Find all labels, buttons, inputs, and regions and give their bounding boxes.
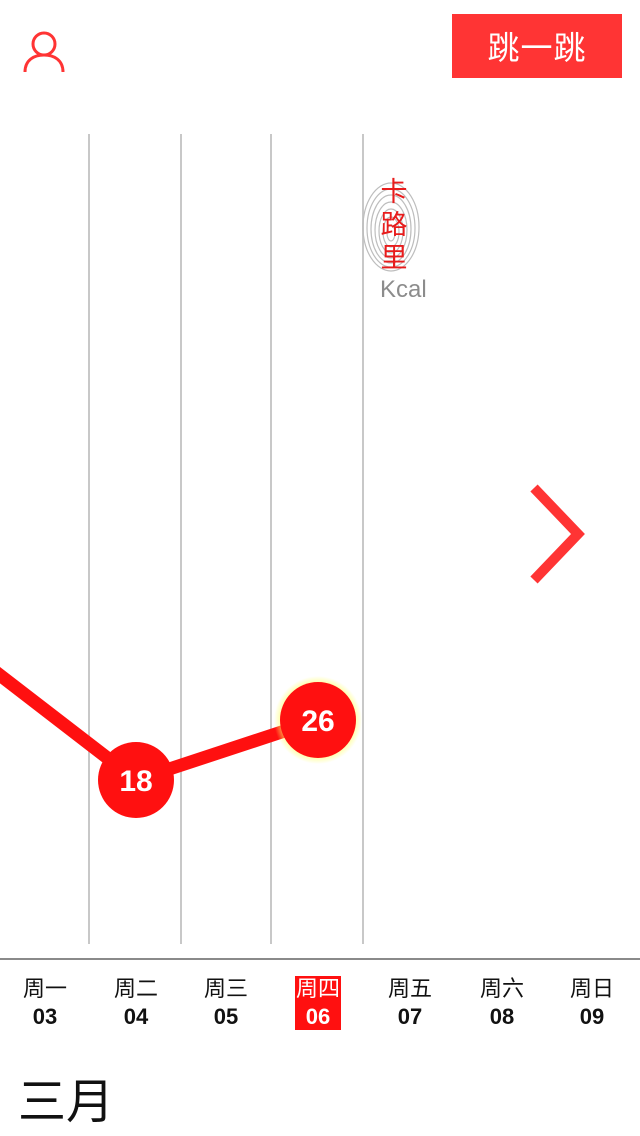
grid-line xyxy=(270,134,272,944)
data-point-label: 18 xyxy=(119,765,152,798)
chevron-right-icon[interactable] xyxy=(520,482,592,586)
day-item-sat[interactable]: 周六 08 xyxy=(472,976,532,1030)
jump-button[interactable]: 跳一跳 xyxy=(452,14,622,78)
day-name: 周一 xyxy=(22,977,67,1002)
fingerprint-icon xyxy=(362,182,420,272)
calorie-label: 卡路里 xyxy=(380,177,408,274)
day-name: 周日 xyxy=(569,977,614,1002)
data-point-label: 26 xyxy=(301,705,334,738)
calorie-stamp: 卡路里 xyxy=(358,172,428,282)
day-name: 周五 xyxy=(387,977,432,1002)
kcal-unit: Kcal xyxy=(380,276,427,303)
grid-line xyxy=(180,134,182,944)
day-name: 周二 xyxy=(113,977,158,1002)
day-name: 周四 xyxy=(295,977,340,1002)
day-item-fri[interactable]: 周五 07 xyxy=(380,976,440,1030)
day-date: 03 xyxy=(32,1004,58,1029)
data-point[interactable] xyxy=(98,742,174,818)
day-name: 周六 xyxy=(479,977,524,1002)
day-date: 09 xyxy=(579,1004,605,1029)
user-icon[interactable] xyxy=(22,30,66,74)
day-item-sun[interactable]: 周日 09 xyxy=(562,976,622,1030)
data-point[interactable] xyxy=(280,682,356,758)
day-date: 08 xyxy=(489,1004,515,1029)
day-date: 07 xyxy=(397,1004,423,1029)
grid-line xyxy=(88,134,90,944)
day-item-wed[interactable]: 周三 05 xyxy=(196,976,256,1030)
day-item-mon[interactable]: 周一 03 xyxy=(15,976,75,1030)
day-item-thu[interactable]: 周四 06 xyxy=(288,976,348,1030)
day-strip-divider xyxy=(0,958,640,960)
grid-line xyxy=(362,134,364,944)
day-date: 05 xyxy=(213,1004,239,1029)
day-name: 周三 xyxy=(203,977,248,1002)
day-date: 04 xyxy=(123,1004,149,1029)
month-label: 三月 xyxy=(18,1074,115,1130)
day-date: 06 xyxy=(305,1004,331,1029)
day-item-tue[interactable]: 周二 04 xyxy=(106,976,166,1030)
